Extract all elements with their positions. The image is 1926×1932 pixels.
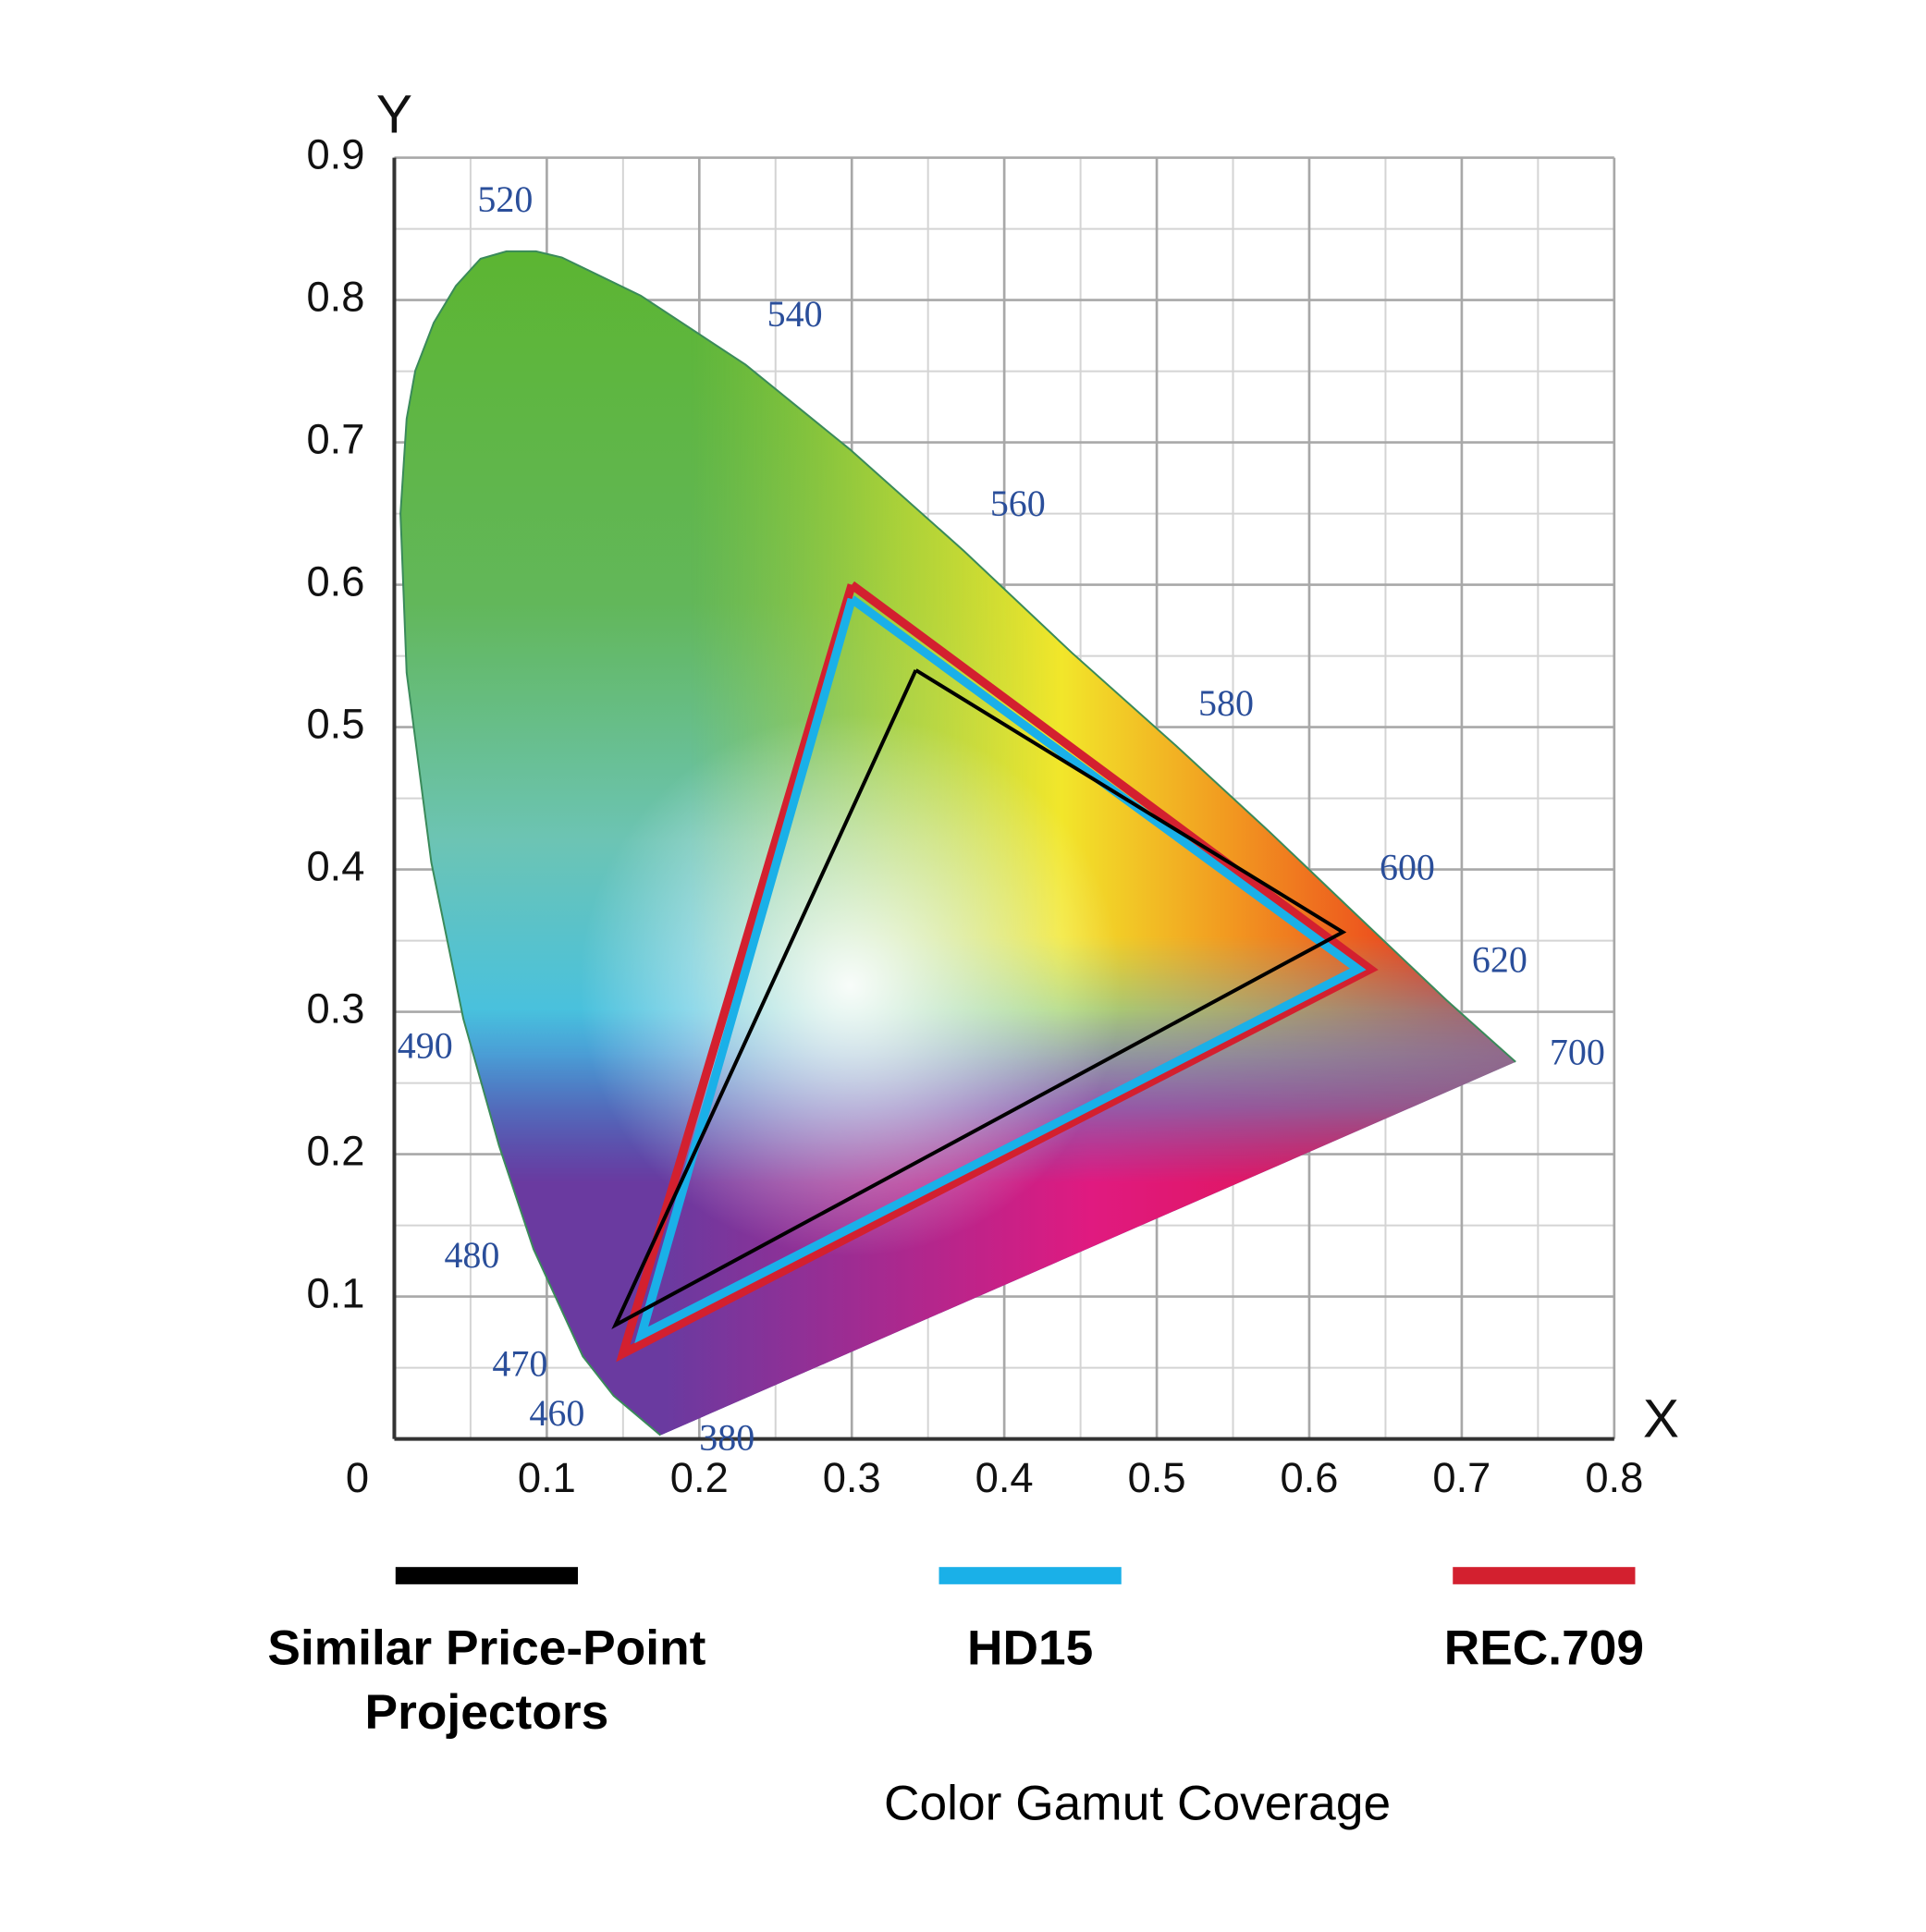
x-tick-label: 0.8 xyxy=(1585,1454,1643,1501)
wavelength-label: 600 xyxy=(1380,846,1435,887)
y-tick-label: 0.7 xyxy=(306,416,364,463)
wavelength-label: 700 xyxy=(1550,1031,1605,1072)
y-tick-label: 0.3 xyxy=(306,985,364,1033)
wavelength-label: 470 xyxy=(492,1342,547,1384)
wavelength-label: 490 xyxy=(398,1025,453,1067)
y-axis-label: Y xyxy=(376,84,412,144)
wavelength-label: 620 xyxy=(1472,938,1527,980)
y-tick-label: 0.4 xyxy=(306,843,364,890)
y-tick-label: 0.6 xyxy=(306,558,364,605)
y-tick-label: 0.5 xyxy=(306,701,364,748)
gamut-line xyxy=(616,581,1379,1363)
x-tick-label: 0.1 xyxy=(518,1454,576,1501)
x-tick-label: 0.5 xyxy=(1128,1454,1186,1501)
x-tick-label: 0.7 xyxy=(1432,1454,1491,1501)
wavelength-label: 380 xyxy=(699,1416,754,1458)
y-tick-label: 0.8 xyxy=(306,274,364,321)
legend-swatch xyxy=(1453,1567,1636,1584)
legend-swatch xyxy=(395,1567,579,1584)
x-tick-label: 0.3 xyxy=(823,1454,881,1501)
wavelength-label: 560 xyxy=(990,483,1046,524)
spectral-locus xyxy=(400,251,1516,1436)
locus-outline xyxy=(399,250,1516,1437)
series-group xyxy=(611,581,1379,1363)
x-tick-label: 0 xyxy=(346,1454,369,1501)
x-tick-label: 0.4 xyxy=(975,1454,1034,1501)
y-tick-label: 0.1 xyxy=(306,1270,364,1317)
y-tick-label: 0.2 xyxy=(306,1128,364,1175)
gamut-line xyxy=(611,668,1347,1329)
wavelength-label: 580 xyxy=(1198,682,1254,724)
legend-label: HD15 xyxy=(966,1620,1094,1676)
wavelength-label: 480 xyxy=(444,1234,499,1276)
wavelength-label: 540 xyxy=(767,293,823,335)
wavelength-label: 520 xyxy=(477,178,533,220)
wavelength-label: 460 xyxy=(529,1392,584,1434)
labels: 0 0.1 0.2 0.3 0.4 0.5 0.6 0.7 0.8 0.1 0.2 0.3 0.4 0.5… xyxy=(306,131,1643,1501)
legend-label: REC.709 xyxy=(1443,1620,1645,1676)
y-tick-label: 0.9 xyxy=(306,131,364,178)
chart-title: Color Gamut Coverage xyxy=(883,1776,1392,1831)
x-tick-label: 0.6 xyxy=(1280,1454,1338,1501)
x-tick-label: 0.2 xyxy=(670,1454,729,1501)
x-axis-label: X xyxy=(1643,1389,1679,1449)
legend-swatch xyxy=(938,1567,1122,1584)
legend-label: Similar Price-Point Projectors xyxy=(267,1620,706,1740)
